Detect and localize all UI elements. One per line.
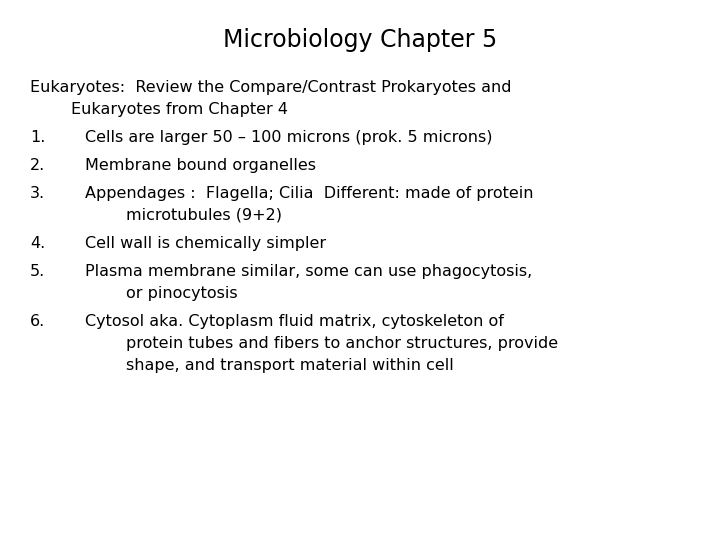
Text: Eukaryotes:  Review the Compare/Contrast Prokaryotes and: Eukaryotes: Review the Compare/Contrast … (30, 80, 511, 95)
Text: shape, and transport material within cell: shape, and transport material within cel… (85, 358, 454, 373)
Text: Microbiology Chapter 5: Microbiology Chapter 5 (223, 28, 497, 52)
Text: or pinocytosis: or pinocytosis (85, 286, 238, 301)
Text: Cells are larger 50 – 100 microns (prok. 5 microns): Cells are larger 50 – 100 microns (prok.… (85, 130, 492, 145)
Text: Membrane bound organelles: Membrane bound organelles (85, 158, 316, 173)
Text: 1.: 1. (30, 130, 45, 145)
Text: protein tubes and fibers to anchor structures, provide: protein tubes and fibers to anchor struc… (85, 336, 558, 351)
Text: Plasma membrane similar, some can use phagocytosis,: Plasma membrane similar, some can use ph… (85, 264, 532, 279)
Text: 6.: 6. (30, 314, 45, 329)
Text: Appendages :  Flagella; Cilia  Different: made of protein: Appendages : Flagella; Cilia Different: … (85, 186, 534, 201)
Text: 5.: 5. (30, 264, 45, 279)
Text: Eukaryotes from Chapter 4: Eukaryotes from Chapter 4 (30, 102, 288, 117)
Text: 2.: 2. (30, 158, 45, 173)
Text: Cytosol aka. Cytoplasm fluid matrix, cytoskeleton of: Cytosol aka. Cytoplasm fluid matrix, cyt… (85, 314, 504, 329)
Text: 3.: 3. (30, 186, 45, 201)
Text: 4.: 4. (30, 236, 45, 251)
Text: Cell wall is chemically simpler: Cell wall is chemically simpler (85, 236, 326, 251)
Text: microtubules (9+2): microtubules (9+2) (85, 208, 282, 223)
